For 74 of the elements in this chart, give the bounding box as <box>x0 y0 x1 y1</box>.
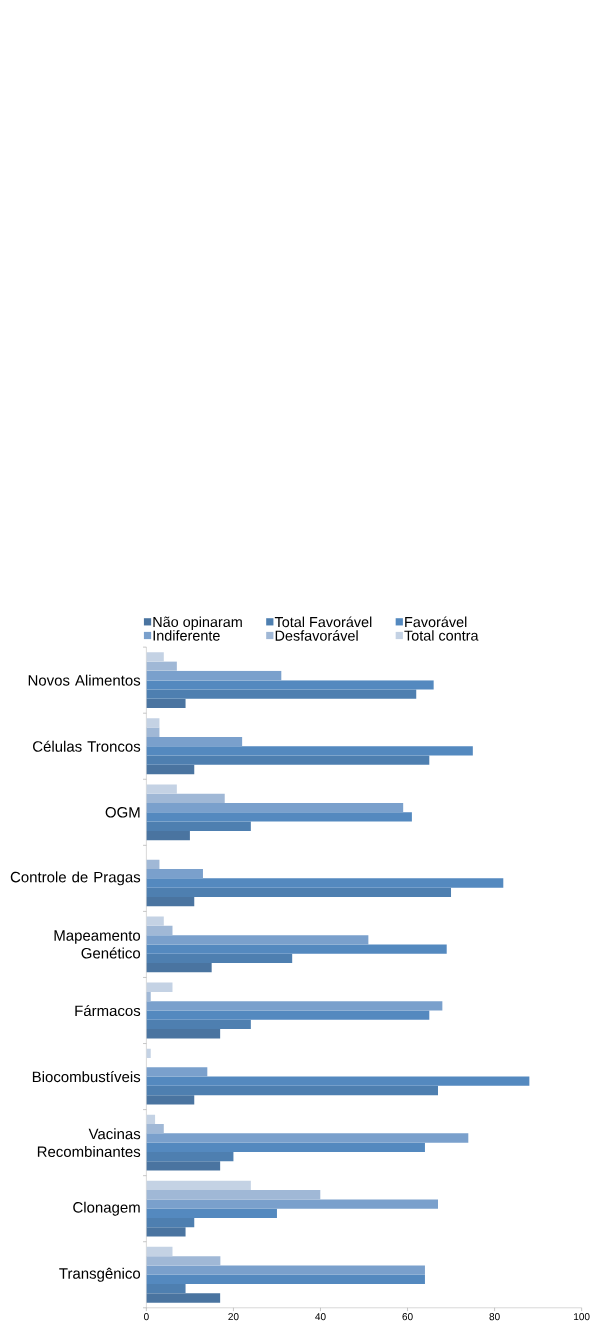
bar <box>146 1227 186 1237</box>
bar <box>146 1151 234 1162</box>
bar <box>146 1001 443 1011</box>
bar <box>146 869 203 879</box>
bar <box>146 1274 425 1285</box>
x-tick-label: 20 <box>228 1313 239 1321</box>
bar <box>146 746 473 756</box>
y-tick-label: Mapeamento Genético <box>54 930 140 959</box>
bar <box>146 1284 186 1294</box>
bar <box>146 1161 221 1171</box>
bar <box>146 784 177 794</box>
y-tick-label: Controle de Pragas <box>10 871 140 886</box>
bar <box>146 1208 277 1218</box>
legend-label: Favorável <box>404 616 467 628</box>
bar <box>146 1180 251 1191</box>
bar <box>146 1085 438 1096</box>
bar <box>146 830 190 841</box>
bar <box>146 878 504 888</box>
bar <box>146 963 212 973</box>
bar <box>146 1029 221 1039</box>
y-tick-label: Vacinas Recombinantes <box>37 1128 140 1157</box>
bar <box>146 670 282 681</box>
bar <box>146 736 242 747</box>
bar <box>146 1010 430 1020</box>
bar <box>146 982 173 992</box>
bar <box>146 916 164 926</box>
bar <box>146 887 451 897</box>
bar <box>146 755 430 765</box>
bar <box>146 1133 469 1143</box>
y-tick-label: Novos Alimentos <box>28 674 140 686</box>
legend-label: Não opinaram <box>153 616 242 630</box>
bar <box>146 1218 195 1228</box>
bar <box>146 1142 425 1152</box>
bar <box>146 1095 195 1105</box>
bar <box>146 1190 321 1200</box>
bar <box>146 1124 164 1134</box>
bar <box>146 935 369 945</box>
x-tick-label: 80 <box>489 1313 500 1321</box>
bar <box>146 652 164 662</box>
bar <box>146 944 447 954</box>
y-tick-label: Clonagem <box>73 1201 140 1216</box>
bar <box>146 764 195 775</box>
x-tick-label: 40 <box>314 1313 326 1321</box>
bar <box>146 1265 425 1275</box>
bar <box>146 698 186 709</box>
legend-label: Total Favorável <box>274 616 372 628</box>
legend-label: Total contra <box>404 630 479 641</box>
bar <box>146 718 160 728</box>
legend-label: Indiferente <box>153 630 220 641</box>
y-tick-label: Biocombustíveis <box>32 1070 140 1083</box>
y-tick-label: Transgênico <box>58 1267 140 1282</box>
bar <box>146 1256 221 1266</box>
bar <box>146 1067 208 1077</box>
bar <box>146 689 417 699</box>
y-tick-label: Células Troncos <box>32 740 140 752</box>
bar <box>146 1076 530 1086</box>
x-tick-label: 0 <box>143 1313 149 1321</box>
x-tick-label: 60 <box>402 1313 413 1321</box>
bar <box>146 793 225 803</box>
bar <box>146 802 403 813</box>
bar <box>146 925 173 936</box>
bar <box>146 1293 221 1303</box>
bar <box>146 1019 251 1030</box>
bar <box>146 953 292 964</box>
bar <box>146 661 177 671</box>
bar <box>146 1199 438 1209</box>
y-tick-label: OGM <box>105 807 140 818</box>
bar <box>146 896 195 907</box>
bar <box>146 821 251 831</box>
bar <box>146 1246 173 1257</box>
x-tick-label: 100 <box>573 1313 590 1321</box>
legend-label: Desfavorável <box>275 630 358 641</box>
bar <box>146 812 412 822</box>
y-tick-label: Fármacos <box>75 1004 140 1017</box>
